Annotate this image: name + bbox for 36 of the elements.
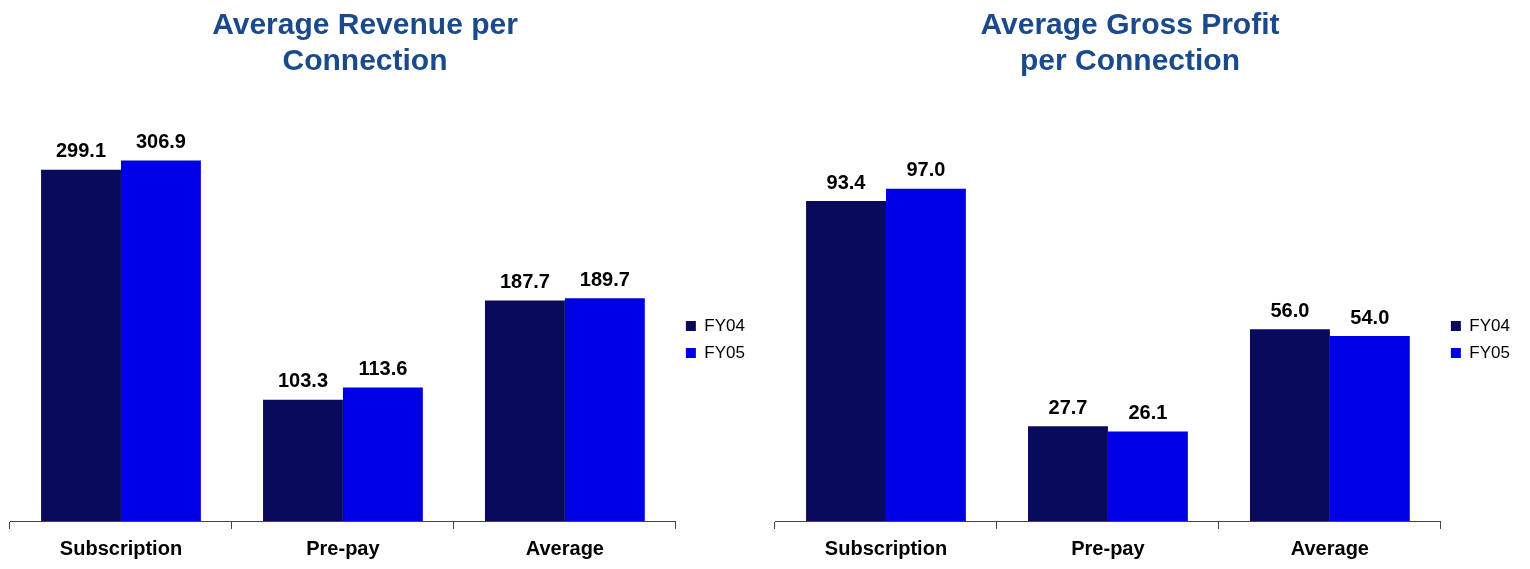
data-label: 306.9: [135, 130, 186, 153]
bar: [1249, 329, 1330, 521]
bar: [120, 160, 201, 521]
bar: [263, 399, 343, 521]
bar: [342, 387, 423, 521]
data-label: 56.0: [1270, 298, 1310, 321]
legend-label: FY04: [704, 315, 746, 335]
data-label: 187.7: [499, 270, 550, 293]
legend-label: FY05: [1469, 342, 1511, 362]
bar: [1107, 431, 1188, 521]
bar: [1028, 426, 1108, 521]
chart-title: Average Gross Profit per Connection: [979, 6, 1281, 78]
data-label: 103.3: [277, 369, 329, 392]
x-tick-label: Pre-pay: [306, 536, 381, 559]
bar: [41, 169, 121, 521]
bar: [1329, 336, 1410, 521]
data-label: 189.7: [579, 267, 630, 290]
data-label: 26.1: [1128, 401, 1168, 424]
x-tick-label: Pre-pay: [1071, 536, 1146, 559]
data-label: 113.6: [358, 357, 408, 380]
x-tick-label: Average: [1290, 536, 1369, 559]
data-label: 93.4: [826, 170, 867, 193]
data-label: 54.0: [1350, 305, 1390, 328]
x-tick-label: Subscription: [59, 536, 183, 559]
bar: [806, 201, 886, 521]
x-tick-label: Subscription: [824, 536, 948, 559]
data-label: 97.0: [906, 158, 946, 181]
bar: [564, 298, 645, 521]
data-label: 299.1: [55, 139, 107, 162]
bar: [885, 188, 966, 521]
legend-label: FY05: [704, 342, 746, 362]
bar: [484, 300, 565, 521]
legend-label: FY04: [1469, 315, 1511, 335]
chart-title: Average Revenue per Connection: [211, 6, 519, 78]
data-label: 27.7: [1048, 395, 1088, 418]
x-tick-label: Average: [525, 536, 604, 559]
